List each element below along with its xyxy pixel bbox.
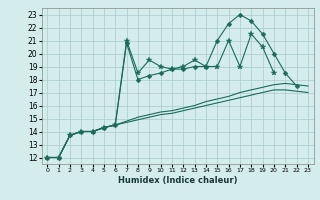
X-axis label: Humidex (Indice chaleur): Humidex (Indice chaleur) — [118, 176, 237, 185]
